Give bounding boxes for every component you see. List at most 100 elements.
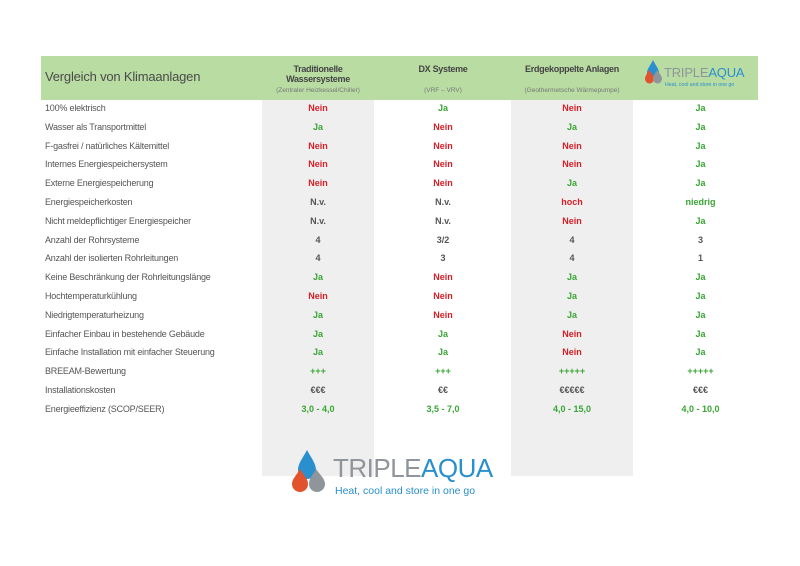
- row-label: Energiespeicherkosten: [45, 196, 133, 207]
- row-label: Energieeffizienz (SCOP/SEER): [45, 403, 165, 414]
- table-cell: niedrig: [685, 196, 716, 207]
- table-cell: Nein: [562, 215, 582, 226]
- table-cell: Ja: [695, 178, 706, 189]
- row-label: Keine Beschränkung der Rohrleitungslänge: [45, 272, 211, 283]
- table-cell: Ja: [695, 215, 706, 226]
- table-row: Installationskosten €€€ €€ €€€€€ €€€: [41, 382, 758, 401]
- table-cell: +++++: [687, 366, 714, 377]
- logo-tagline: Heat, cool and store in one go: [335, 485, 475, 497]
- table-cell: Nein: [562, 103, 582, 113]
- table-cell: 3,0 - 4,0: [301, 403, 335, 414]
- table-row: Einfache Installation mit einfacher Steu…: [41, 344, 758, 363]
- column-header-geothermal: Erdgekoppelte Anlagen (Geothermetsche Wä…: [511, 56, 633, 100]
- table-cell: Nein: [308, 140, 328, 151]
- table-cell: Ja: [312, 121, 323, 132]
- comparison-table: Vergleich von Klimaanlagen Traditionelle…: [41, 56, 758, 476]
- column-shade-geothermal: [511, 100, 633, 476]
- table-cell: Ja: [695, 159, 706, 170]
- table-cell: Nein: [308, 103, 328, 113]
- table-cell: Nein: [562, 140, 582, 151]
- logo-brand-b: AQUA: [421, 453, 494, 483]
- table-cell: Nein: [562, 159, 582, 170]
- table-row: Wasser als Transportmittel Ja Nein Ja Ja: [41, 119, 758, 138]
- column-header-traditional: Traditionelle Wassersysteme (Zentraler H…: [262, 56, 374, 100]
- table-cell: Ja: [566, 178, 577, 189]
- table-cell: 1: [697, 253, 703, 264]
- table-cell: 4: [569, 234, 575, 245]
- table-cell: Ja: [437, 328, 448, 339]
- column-header-dx: DX Systeme (VRF – VRV): [387, 56, 499, 100]
- table-cell: Ja: [566, 272, 577, 283]
- water-drop-icon: [645, 70, 654, 84]
- row-label: Einfache Installation mit einfacher Steu…: [45, 347, 215, 358]
- row-label: Externe Energiespeicherung: [45, 178, 154, 189]
- table-title: Vergleich von Klimaanlagen: [45, 69, 201, 84]
- table-cell: N.v.: [435, 196, 451, 207]
- column-name: Traditionelle Wassersysteme: [286, 64, 350, 84]
- row-label: Anzahl der Rohrsysteme: [45, 234, 140, 245]
- water-drop-icon: [653, 70, 662, 84]
- row-label: Hochtemperaturkühlung: [45, 290, 137, 301]
- row-label: Einfacher Einbau in bestehende Gebäude: [45, 328, 205, 339]
- water-drop-icon: [309, 469, 325, 492]
- table-row: Anzahl der Rohrsysteme 4 3/2 4 3: [41, 232, 758, 251]
- row-label: 100% elektrisch: [45, 103, 106, 113]
- table-cell: Ja: [695, 121, 706, 132]
- table-cell: Ja: [312, 347, 323, 358]
- table-cell: Ja: [695, 309, 706, 320]
- table-cell: Nein: [433, 159, 453, 170]
- table-cell: 3: [697, 234, 703, 245]
- svg-text:TRIPLEAQUA: TRIPLEAQUA: [333, 453, 494, 483]
- table-cell: Nein: [308, 290, 328, 301]
- table-row: Anzahl der isolierten Rohrleitungen 4 3 4 1: [41, 250, 758, 269]
- table-row: Energiespeicherkosten N.v. N.v. hoch niedrig: [41, 194, 758, 213]
- table-cell: Nein: [308, 159, 328, 170]
- table-cell: 4: [569, 253, 575, 264]
- table-cell: Nein: [308, 178, 328, 189]
- table-cell: Ja: [437, 347, 448, 358]
- logo-brand-a: TRIPLE: [333, 453, 421, 483]
- row-label: F-gasfrei / natürliches Kältemittel: [45, 140, 170, 151]
- column-subtitle: (Geothermetsche Wärmepumpe): [524, 87, 620, 94]
- table-row: Keine Beschränkung der Rohrleitungslänge…: [41, 269, 758, 288]
- table-cell: Nein: [433, 121, 453, 132]
- table-cell: Ja: [695, 140, 706, 151]
- table-cell: Nein: [433, 290, 453, 301]
- table-row: F-gasfrei / natürliches Kältemittel Nein N…: [41, 138, 758, 157]
- column-subtitle: (VRF – VRV): [424, 87, 462, 94]
- row-label: Internes Energiespeichersystem: [45, 159, 168, 170]
- table-cell: hoch: [561, 196, 583, 207]
- logo-tagline: Heat, cool and store in one go: [665, 82, 734, 88]
- column-shade-traditional: [262, 100, 374, 476]
- table-row: BREEAM-Bewertung +++ +++ +++++ +++++: [41, 363, 758, 382]
- table-cell: Nein: [562, 328, 582, 339]
- tripleaqua-logo: TRIPLEAQUA Heat, cool and store in one g…: [292, 450, 494, 497]
- table-cell: 4: [315, 253, 321, 264]
- table-row: Niedrigtemperaturheizung Ja Nein Ja Ja: [41, 307, 758, 326]
- table-cell: Ja: [437, 103, 448, 113]
- column-name: Erdgekoppelte Anlagen: [525, 64, 619, 74]
- table-cell: Ja: [695, 272, 706, 283]
- table-cell: N.v.: [435, 215, 451, 226]
- table-row: 100% elektrisch Nein Ja Nein Ja: [41, 100, 758, 119]
- table-row: Einfacher Einbau in bestehende Gebäude Ja…: [41, 326, 758, 345]
- table-cell: Ja: [695, 290, 706, 301]
- table-cell: Nein: [433, 178, 453, 189]
- table-cell: Ja: [695, 347, 706, 358]
- row-label: Wasser als Transportmittel: [45, 121, 146, 132]
- table-cell: €€€€€: [559, 384, 585, 395]
- table-cell: Nein: [433, 140, 453, 151]
- table-body: 100% elektrisch Nein Ja Nein Ja Wasser als Tr…: [41, 100, 758, 420]
- table-cell: Ja: [312, 309, 323, 320]
- table-cell: €€: [437, 384, 448, 395]
- column-subtitle: (Zentraler Heizkessel/Chiller): [276, 87, 360, 94]
- table-cell: Ja: [566, 121, 577, 132]
- table-cell: Nein: [433, 309, 453, 320]
- water-drop-icon: [292, 469, 308, 492]
- table-cell: 4,0 - 10,0: [681, 403, 720, 414]
- row-label: Anzahl der isolierten Rohrleitungen: [45, 253, 179, 264]
- table-cell: +++: [310, 366, 326, 377]
- table-cell: 3: [440, 253, 446, 264]
- table-row: Energieeffizienz (SCOP/SEER) 3,0 - 4,0 3,5…: [41, 401, 758, 420]
- table-cell: 3,5 - 7,0: [426, 403, 460, 414]
